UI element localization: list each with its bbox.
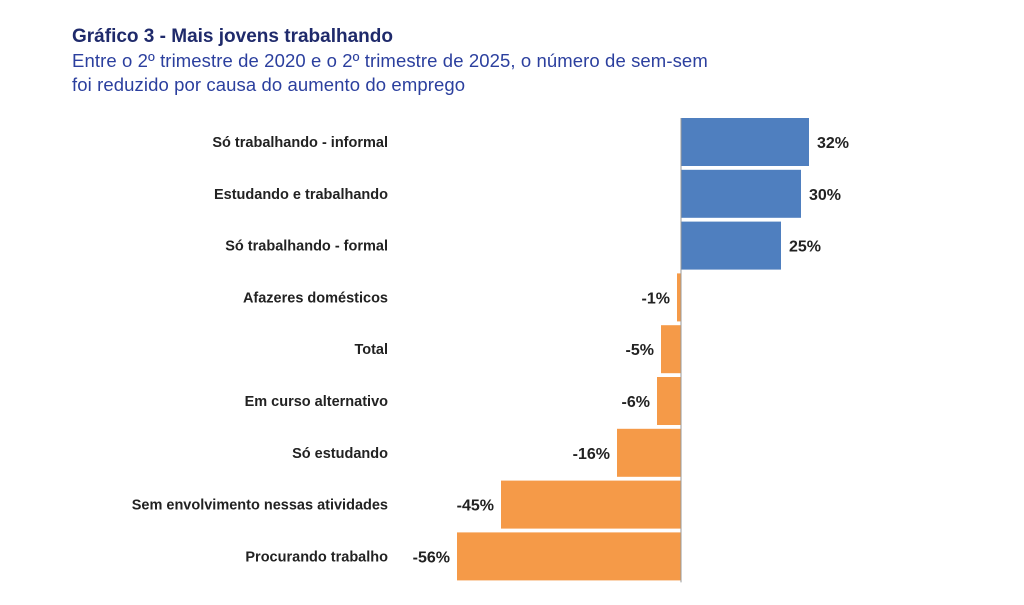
category-label: Sem envolvimento nessas atividades — [132, 498, 388, 514]
bar — [677, 273, 681, 322]
bar — [681, 221, 781, 270]
category-label: Estudando e trabalhando — [214, 187, 388, 203]
data-label: -16% — [573, 446, 610, 463]
bar — [681, 169, 801, 218]
bar — [681, 118, 809, 166]
category-label: Só trabalhando - informal — [212, 135, 388, 151]
data-label: 30% — [809, 187, 841, 204]
data-label: -5% — [626, 342, 654, 359]
bar — [657, 377, 681, 425]
category-label: Só trabalhando - formal — [225, 239, 388, 255]
chart-title: Gráfico 3 - Mais jovens trabalhando — [72, 26, 393, 47]
data-label: -56% — [413, 549, 450, 566]
bar — [617, 428, 681, 477]
bar — [661, 325, 681, 374]
category-label: Só estudando — [292, 446, 388, 462]
chart-subtitle-line-1: Entre o 2º trimestre de 2020 e o 2º trim… — [72, 50, 708, 71]
data-label: -1% — [642, 290, 670, 307]
bar — [457, 532, 681, 581]
data-label: -6% — [622, 394, 650, 411]
category-label: Total — [354, 342, 388, 358]
data-label: 32% — [817, 135, 849, 152]
category-label: Afazeres domésticos — [243, 290, 388, 306]
chart-subtitle-line-2: foi reduzido por causa do aumento do emp… — [72, 74, 466, 95]
category-label: Procurando trabalho — [245, 549, 388, 565]
bar — [501, 480, 681, 529]
category-label: Em curso alternativo — [245, 394, 389, 410]
data-label: 25% — [789, 239, 821, 256]
data-label: -45% — [457, 498, 494, 515]
